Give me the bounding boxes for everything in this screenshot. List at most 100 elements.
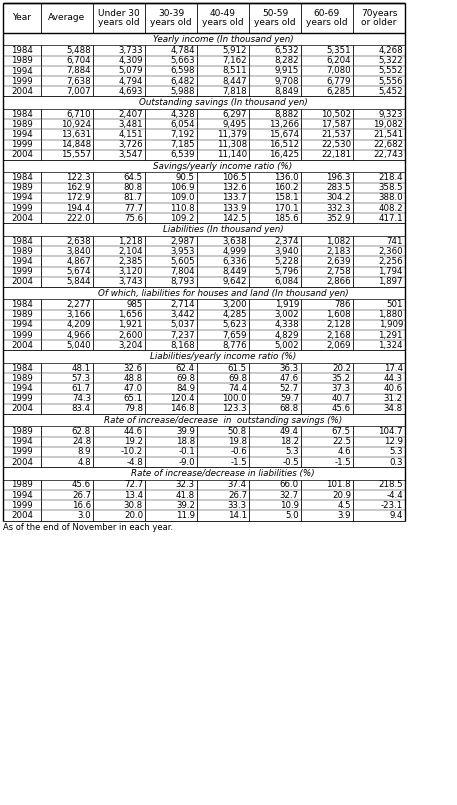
Text: 19.8: 19.8 [228, 437, 247, 446]
Text: 60-69: 60-69 [314, 9, 340, 18]
Text: 83.4: 83.4 [72, 404, 91, 414]
Text: 45.6: 45.6 [72, 481, 91, 489]
Text: 22,682: 22,682 [373, 140, 403, 149]
Text: 9,495: 9,495 [223, 120, 247, 129]
Text: 5,796: 5,796 [275, 267, 299, 276]
Text: 61.5: 61.5 [228, 364, 247, 373]
Text: years old: years old [150, 18, 192, 27]
Text: 4.8: 4.8 [77, 458, 91, 467]
Text: 741: 741 [387, 237, 403, 246]
Text: 5,556: 5,556 [378, 76, 403, 85]
Text: 5,605: 5,605 [170, 257, 195, 266]
Text: Liabilities (In thousand yen): Liabilities (In thousand yen) [163, 225, 283, 234]
Text: 6,704: 6,704 [66, 56, 91, 65]
Text: 1999: 1999 [11, 76, 33, 85]
Text: 0.3: 0.3 [389, 458, 403, 467]
Text: 18.8: 18.8 [176, 437, 195, 446]
Text: 8,793: 8,793 [170, 278, 195, 287]
Text: 74.3: 74.3 [72, 394, 91, 403]
Text: 5,040: 5,040 [66, 341, 91, 350]
Text: Rate of increase/decrease in liabilities (%): Rate of increase/decrease in liabilities… [131, 469, 315, 478]
Text: 5,844: 5,844 [66, 278, 91, 287]
Text: 352.9: 352.9 [326, 214, 351, 223]
Text: 1984: 1984 [11, 109, 33, 118]
Text: 1989: 1989 [11, 56, 33, 65]
Text: 1,608: 1,608 [326, 310, 351, 320]
Text: 49.4: 49.4 [280, 427, 299, 436]
Text: 7,007: 7,007 [66, 87, 91, 96]
Text: 3,840: 3,840 [66, 247, 91, 256]
Text: 8,447: 8,447 [223, 76, 247, 85]
Text: 68.8: 68.8 [280, 404, 299, 414]
Text: 8,511: 8,511 [223, 67, 247, 76]
Text: 1989: 1989 [11, 427, 33, 436]
Text: 110.8: 110.8 [170, 204, 195, 213]
Text: 388.0: 388.0 [378, 193, 403, 203]
Text: 26.7: 26.7 [228, 490, 247, 500]
Text: 7,818: 7,818 [223, 87, 247, 96]
Text: 47.0: 47.0 [124, 384, 143, 393]
Text: Liabilities/yearly income ratio (%): Liabilities/yearly income ratio (%) [150, 353, 296, 361]
Text: 5,322: 5,322 [378, 56, 403, 65]
Text: 4,999: 4,999 [223, 247, 247, 256]
Text: 1999: 1999 [11, 394, 33, 403]
Text: 22,530: 22,530 [321, 140, 351, 149]
Text: 30-39: 30-39 [158, 9, 184, 18]
Text: 3,200: 3,200 [223, 300, 247, 309]
Text: 21,537: 21,537 [321, 130, 351, 139]
Text: 142.5: 142.5 [223, 214, 247, 223]
Text: 1,909: 1,909 [379, 320, 403, 329]
Text: 22,743: 22,743 [373, 151, 403, 159]
Text: 1,082: 1,082 [326, 237, 351, 246]
Text: Year: Year [12, 14, 32, 23]
Text: 222.0: 222.0 [66, 214, 91, 223]
Text: 8,849: 8,849 [275, 87, 299, 96]
Text: 4,693: 4,693 [118, 87, 143, 96]
Text: years old: years old [306, 18, 348, 27]
Text: 2,069: 2,069 [326, 341, 351, 350]
Text: 1999: 1999 [11, 267, 33, 276]
Text: 22.5: 22.5 [332, 437, 351, 446]
Text: 2,183: 2,183 [326, 247, 351, 256]
Text: 4,867: 4,867 [66, 257, 91, 266]
Text: or older: or older [361, 18, 397, 27]
Text: 109.2: 109.2 [170, 214, 195, 223]
Text: 3,481: 3,481 [118, 120, 143, 129]
Text: 2,277: 2,277 [66, 300, 91, 309]
Text: 2,639: 2,639 [326, 257, 351, 266]
Text: 15,557: 15,557 [61, 151, 91, 159]
Text: 61.7: 61.7 [72, 384, 91, 393]
Text: 40.6: 40.6 [384, 384, 403, 393]
Text: 6,297: 6,297 [223, 109, 247, 118]
Text: 48.8: 48.8 [124, 374, 143, 383]
Text: 1,794: 1,794 [378, 267, 403, 276]
Text: 1994: 1994 [11, 130, 33, 139]
Text: 106.9: 106.9 [170, 184, 195, 192]
Text: 4,328: 4,328 [170, 109, 195, 118]
Text: 22,181: 22,181 [321, 151, 351, 159]
Text: 41.8: 41.8 [176, 490, 195, 500]
Text: 1989: 1989 [11, 184, 33, 192]
Text: -1.5: -1.5 [230, 458, 247, 467]
Text: 3,442: 3,442 [170, 310, 195, 320]
Text: -0.1: -0.1 [178, 448, 195, 456]
Text: 6,779: 6,779 [326, 76, 351, 85]
Text: 2,385: 2,385 [118, 257, 143, 266]
Text: 2004: 2004 [11, 341, 33, 350]
Text: 66.0: 66.0 [280, 481, 299, 489]
Text: 3.9: 3.9 [338, 511, 351, 520]
Text: years old: years old [202, 18, 244, 27]
Text: 1,921: 1,921 [118, 320, 143, 329]
Text: 70years: 70years [361, 9, 397, 18]
Text: Outstanding savings (In thousand yen): Outstanding savings (In thousand yen) [138, 98, 308, 107]
Text: 1984: 1984 [11, 237, 33, 246]
Text: 14.1: 14.1 [228, 511, 247, 520]
Text: 4,209: 4,209 [67, 320, 91, 329]
Text: 64.5: 64.5 [124, 173, 143, 182]
Text: 1989: 1989 [11, 247, 33, 256]
Text: 5,988: 5,988 [170, 87, 195, 96]
Text: 4.6: 4.6 [337, 448, 351, 456]
Text: 2,866: 2,866 [326, 278, 351, 287]
Text: 1994: 1994 [11, 320, 33, 329]
Text: 3,940: 3,940 [275, 247, 299, 256]
